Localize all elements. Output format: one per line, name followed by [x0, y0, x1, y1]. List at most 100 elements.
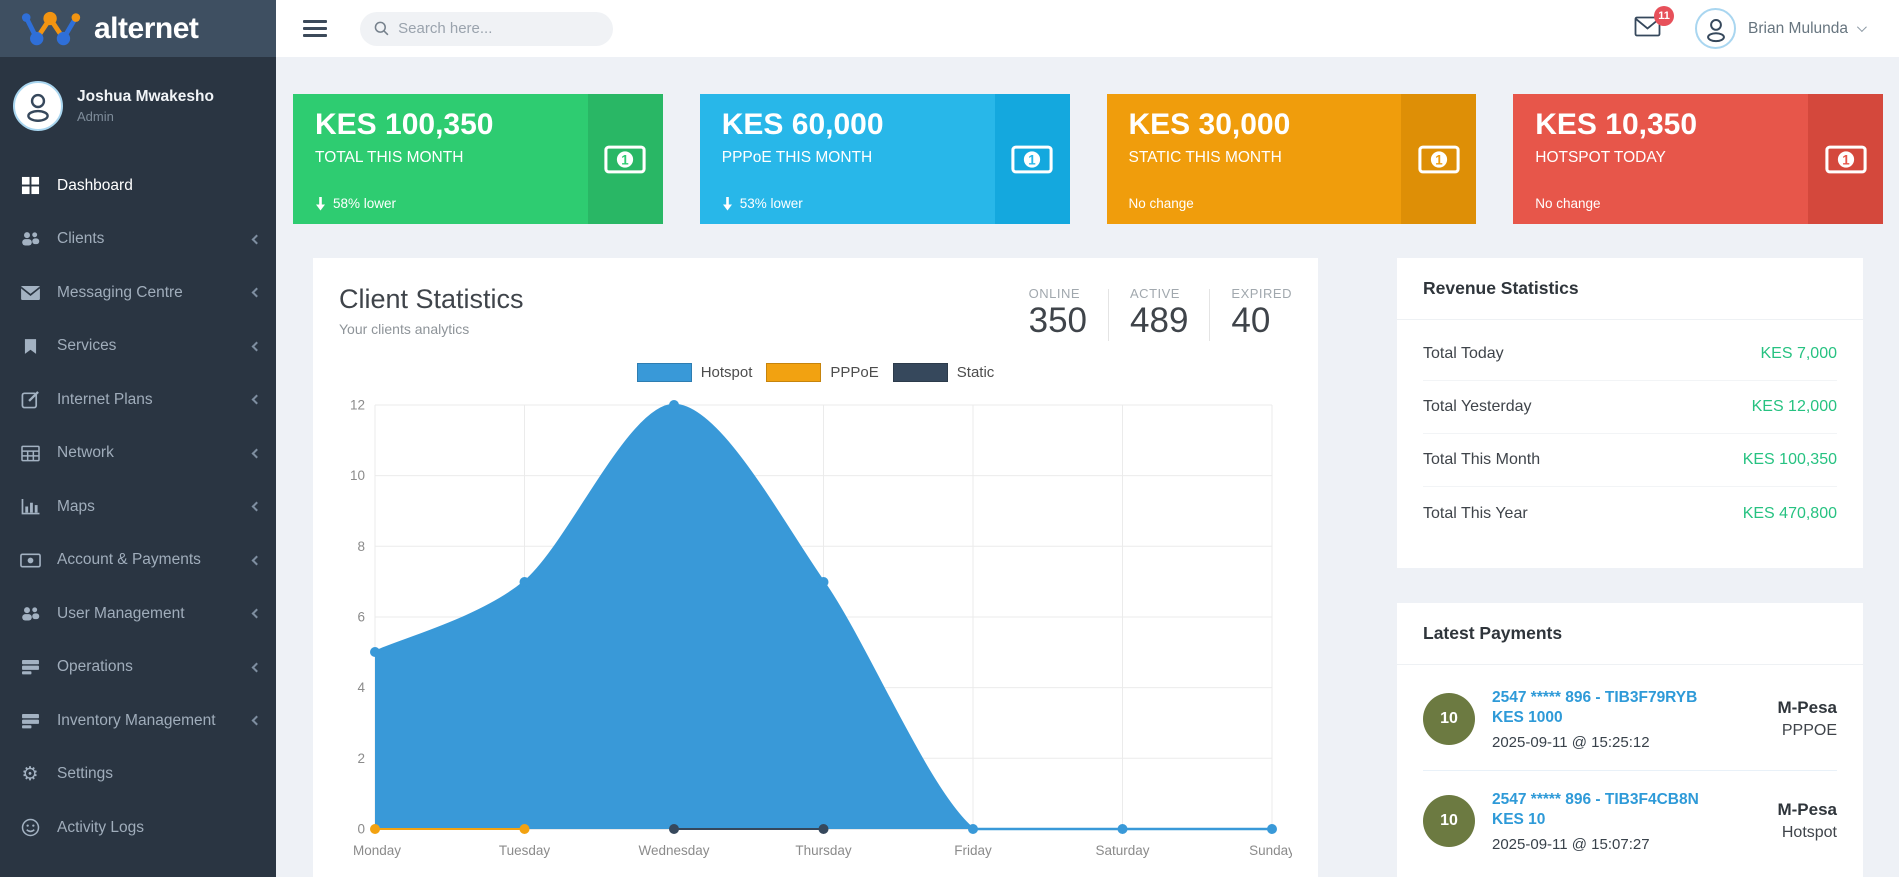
envelope-icon: [18, 283, 42, 303]
stat-card-change: No change: [1128, 196, 1194, 211]
arrow-down-icon: [316, 197, 325, 211]
brand-logo[interactable]: alternet: [0, 0, 276, 57]
users-icon: [18, 229, 42, 249]
legend-label: Hotspot: [700, 364, 753, 382]
sidebar-item-activity-logs[interactable]: Activity Logs: [0, 801, 276, 855]
svg-text:2: 2: [357, 751, 365, 766]
sidebar-item-label: Activity Logs: [57, 818, 145, 836]
counter-label: ONLINE: [1028, 286, 1081, 301]
stat-card-change: 53% lower: [722, 196, 803, 211]
counter-value: 40: [1231, 301, 1271, 340]
legend-label: PPPoE: [830, 364, 879, 382]
svg-text:Friday: Friday: [954, 843, 992, 858]
sidebar-item-clients[interactable]: Clients: [0, 213, 276, 267]
money-icon: 1: [1011, 145, 1053, 173]
search-box: [360, 11, 613, 46]
bar-chart-icon: [18, 497, 42, 517]
sidebar-item-label: Dashboard: [57, 176, 133, 194]
revenue-label: Total This Month: [1423, 451, 1541, 468]
stat-card-static-month: KES 30,000 STATIC THIS MONTH No change 1: [1106, 94, 1477, 224]
smiley-icon: [18, 818, 42, 838]
chart-x-tick-labels: Monday Tuesday Wednesday Thursday Friday…: [353, 843, 1292, 858]
sidebar-item-messaging-centre[interactable]: Messaging Centre: [0, 266, 276, 320]
payment-date: 2025-09-11 @ 15:07:27: [1492, 835, 1650, 853]
revenue-row: Total This Year KES 470,800: [1423, 487, 1837, 540]
stat-card-change: 58% lower: [315, 196, 396, 211]
chevron-left-icon: [251, 448, 262, 459]
legend-item-pppoe[interactable]: PPPoE: [766, 363, 879, 383]
payment-date: 2025-09-11 @ 15:25:12: [1492, 733, 1650, 751]
payment-meta: M-Pesa PPPOE: [1749, 698, 1837, 740]
legend-item-hotspot[interactable]: Hotspot: [636, 363, 753, 383]
payment-link[interactable]: 2547 ***** 896 - TIB3F79RYB KES 1000: [1492, 688, 1749, 729]
panel-subtitle: Your clients analytics: [339, 321, 470, 337]
sidebar-item-label: Maps: [57, 497, 95, 515]
chevron-left-icon: [251, 501, 262, 512]
stat-card-hotspot-today: KES 10,350 HOTSPOT TODAY No change 1: [1513, 94, 1883, 224]
chevron-left-icon: [251, 234, 262, 245]
sidebar-item-label: Network: [57, 444, 114, 462]
sidebar-item-user-management[interactable]: User Management: [0, 587, 276, 641]
stat-card-label: PPPoE THIS MONTH: [721, 149, 873, 166]
chevron-left-icon: [251, 715, 262, 726]
payment-details: 2547 ***** 896 - TIB3F79RYB KES 1000 202…: [1475, 688, 1749, 751]
client-statistics-panel: Client Statistics Your clients analytics…: [313, 258, 1318, 877]
legend-item-static[interactable]: Static: [892, 363, 994, 383]
sidebar-item-maps[interactable]: Maps: [0, 480, 276, 534]
notifications-button[interactable]: 11: [1634, 5, 1675, 42]
svg-text:0: 0: [357, 822, 365, 837]
client-statistics-titles: Client Statistics Your clients analytics: [339, 284, 524, 341]
payment-row: 10 2547 ***** 896 - TIB3F79RYB KES 1000 …: [1423, 669, 1837, 771]
sidebar-user-role: Admin: [77, 109, 114, 124]
svg-text:12: 12: [350, 398, 365, 413]
payment-amount-badge: 10: [1423, 795, 1475, 848]
sidebar-item-internet-plans[interactable]: Internet Plans: [0, 373, 276, 427]
user-menu-name[interactable]: Brian Mulunda: [1748, 19, 1848, 37]
legend-swatch: [636, 363, 692, 383]
sidebar-user-block[interactable]: Joshua Mwakesho Admin: [0, 57, 276, 145]
arrow-down-icon: [722, 197, 732, 211]
sidebar-item-dashboard[interactable]: Dashboard: [0, 159, 276, 213]
svg-text:8: 8: [357, 539, 365, 554]
svg-text:1: 1: [622, 152, 630, 167]
chart-y-tick-labels: 0 2 4 6 8 10 12: [350, 398, 366, 837]
client-counters: ONLINE 350 ACTIVE 489 EXPIRED: [1028, 284, 1292, 342]
sidebar-item-label: Clients: [57, 230, 105, 248]
stat-card-icon-strip: 1: [1808, 94, 1883, 224]
latest-payments-panel: Latest Payments 10 2547 ***** 896 - TIB3…: [1397, 603, 1863, 877]
panel-title: Client Statistics: [339, 284, 524, 314]
revenue-row: Total This Month KES 100,350: [1423, 434, 1837, 487]
revenue-value: KES 470,800: [1742, 504, 1837, 522]
brand-logo-icon: [21, 11, 81, 45]
svg-text:Tuesday: Tuesday: [499, 843, 551, 858]
sidebar-item-services[interactable]: Services: [0, 320, 276, 374]
payment-link[interactable]: 2547 ***** 896 - TIB3F4CB8N KES 10: [1492, 790, 1749, 831]
svg-text:1: 1: [1435, 152, 1443, 167]
payment-amount-badge: 10: [1423, 693, 1475, 746]
svg-text:Sunday: Sunday: [1249, 843, 1292, 858]
svg-text:4: 4: [357, 680, 365, 695]
sidebar-item-account-payments[interactable]: Account & Payments: [0, 534, 276, 588]
sidebar-item-operations[interactable]: Operations: [0, 641, 276, 695]
money-icon: [18, 550, 42, 570]
main-area: 11 Brian Mulunda KES 100,350 TOTAL THIS …: [276, 0, 1899, 877]
sidebar-item-network[interactable]: Network: [0, 427, 276, 481]
svg-text:Saturday: Saturday: [1095, 843, 1149, 858]
stat-card-icon-strip: 1: [1401, 94, 1477, 224]
chevron-down-icon[interactable]: [1856, 22, 1867, 33]
sidebar-item-inventory-management[interactable]: Inventory Management: [0, 694, 276, 748]
revenue-value: KES 12,000: [1751, 398, 1837, 415]
stat-card-pppoe-month: KES 60,000 PPPoE THIS MONTH 53% lower 1: [699, 94, 1070, 224]
bookmark-icon: [18, 336, 42, 356]
sidebar-toggle-button[interactable]: [303, 20, 327, 37]
user-avatar[interactable]: [1695, 8, 1737, 49]
payment-details: 2547 ***** 896 - TIB3F4CB8N KES 10 2025-…: [1475, 790, 1749, 853]
chevron-left-icon: [251, 662, 262, 673]
search-input[interactable]: [398, 20, 599, 37]
stat-card-change: No change: [1535, 196, 1601, 211]
sidebar-item-settings[interactable]: ⚙ Settings: [0, 748, 276, 802]
search-icon: [374, 21, 389, 36]
legend-swatch: [892, 363, 948, 383]
sidebar-item-label: Inventory Management: [57, 711, 216, 729]
